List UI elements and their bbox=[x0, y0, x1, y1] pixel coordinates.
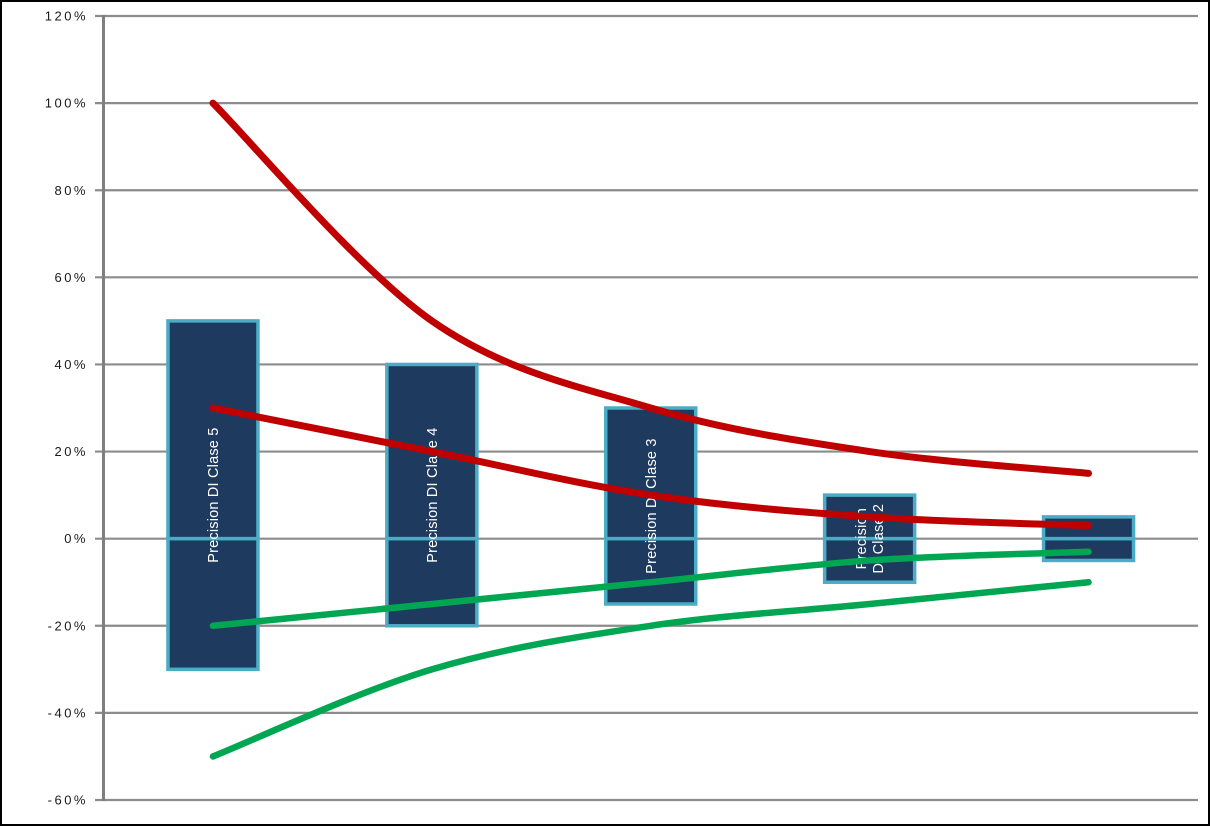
y-axis-tick-label: 100% bbox=[45, 96, 88, 111]
red-inner-limit-curve bbox=[209, 404, 1093, 530]
bar-label: Precision bbox=[854, 508, 870, 569]
bar-segment-negative bbox=[385, 536, 479, 628]
bar-label: Precision DI Clase 5 bbox=[206, 427, 222, 562]
y-axis-tick-label: 20% bbox=[54, 444, 88, 459]
bar-label: Precision DI Clase 4 bbox=[425, 427, 441, 562]
y-axis-tick-label: 40% bbox=[54, 357, 88, 372]
y-axis-tick-label: -20% bbox=[48, 618, 88, 633]
green-lower-limit-curve bbox=[209, 578, 1092, 760]
y-axis-tick-label: 120% bbox=[45, 9, 88, 24]
bar-label: Precision DI Clase 3 bbox=[644, 438, 660, 573]
y-axis-tick-label: 0% bbox=[64, 531, 88, 546]
bar-segment-positive bbox=[166, 319, 260, 541]
green-inner-limit-curve bbox=[209, 548, 1092, 630]
y-axis-tick-label: 60% bbox=[54, 270, 88, 285]
bar-segment-positive bbox=[604, 406, 698, 541]
y-axis-tick-label: -40% bbox=[48, 705, 88, 720]
y-axis-tick-label: -60% bbox=[48, 793, 88, 808]
red-upper-limit-curve bbox=[209, 99, 1093, 477]
y-axis-tick-label: 80% bbox=[54, 183, 88, 198]
bar-segment-negative bbox=[166, 536, 260, 672]
bar-segment-negative bbox=[604, 536, 698, 606]
